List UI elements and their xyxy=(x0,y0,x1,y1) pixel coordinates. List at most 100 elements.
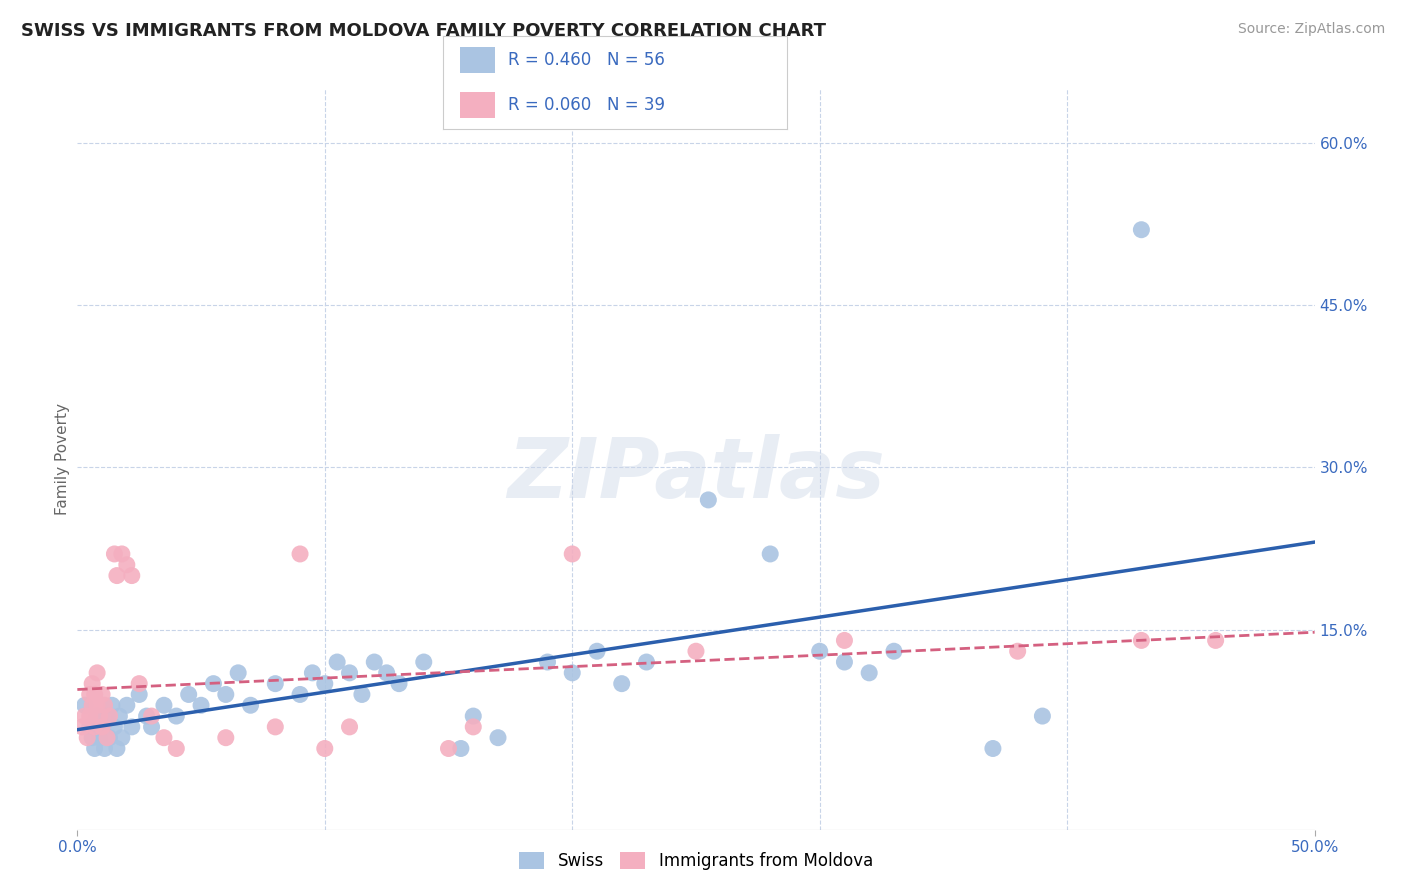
Point xyxy=(79,688,101,702)
Point xyxy=(450,741,472,756)
Point xyxy=(73,709,96,723)
Point xyxy=(93,698,115,713)
Point xyxy=(586,644,609,658)
Point xyxy=(91,720,114,734)
Point xyxy=(1031,709,1053,723)
Point xyxy=(177,688,200,702)
Point xyxy=(339,720,361,734)
Point xyxy=(86,709,108,723)
Point xyxy=(288,688,311,702)
Point xyxy=(808,644,831,658)
Point xyxy=(111,547,134,561)
Bar xyxy=(460,92,495,118)
Point xyxy=(883,644,905,658)
Point xyxy=(79,709,101,723)
Point xyxy=(350,688,373,702)
Point xyxy=(83,741,105,756)
Point xyxy=(83,688,105,702)
Point xyxy=(561,665,583,680)
Text: R = 0.060   N = 39: R = 0.060 N = 39 xyxy=(509,96,665,114)
Point xyxy=(101,698,124,713)
Point xyxy=(72,720,94,734)
Point xyxy=(463,709,485,723)
Point xyxy=(858,665,880,680)
Point xyxy=(76,731,98,745)
Point xyxy=(834,655,856,669)
Point xyxy=(115,558,138,572)
Text: SWISS VS IMMIGRANTS FROM MOLDOVA FAMILY POVERTY CORRELATION CHART: SWISS VS IMMIGRANTS FROM MOLDOVA FAMILY … xyxy=(21,22,827,40)
Point xyxy=(1007,644,1029,658)
Point xyxy=(202,676,225,690)
Point xyxy=(82,698,104,713)
Point xyxy=(105,568,128,582)
Point xyxy=(153,698,176,713)
Point xyxy=(561,547,583,561)
Point xyxy=(215,731,238,745)
Point xyxy=(215,688,238,702)
Point xyxy=(115,698,138,713)
Point xyxy=(239,698,262,713)
Point xyxy=(685,644,707,658)
Point xyxy=(141,709,163,723)
Point xyxy=(73,698,96,713)
Text: Source: ZipAtlas.com: Source: ZipAtlas.com xyxy=(1237,22,1385,37)
Point xyxy=(636,655,658,669)
Point xyxy=(89,731,111,745)
Point xyxy=(165,709,187,723)
Point xyxy=(264,676,287,690)
Point xyxy=(264,720,287,734)
Point xyxy=(388,676,411,690)
Point xyxy=(326,655,349,669)
Text: ZIPatlas: ZIPatlas xyxy=(508,434,884,515)
Point xyxy=(98,731,121,745)
Point xyxy=(103,547,125,561)
Point xyxy=(128,688,150,702)
Point xyxy=(610,676,633,690)
Point xyxy=(98,709,121,723)
Point xyxy=(1205,633,1227,648)
Point xyxy=(93,741,115,756)
Point xyxy=(375,665,398,680)
Point xyxy=(153,731,176,745)
Point xyxy=(486,731,509,745)
Legend: Swiss, Immigrants from Moldova: Swiss, Immigrants from Moldova xyxy=(512,846,880,877)
Point xyxy=(82,676,104,690)
Point xyxy=(301,665,323,680)
Point xyxy=(111,731,134,745)
Text: R = 0.460   N = 56: R = 0.460 N = 56 xyxy=(509,51,665,69)
Point xyxy=(536,655,558,669)
Point xyxy=(314,741,336,756)
Point xyxy=(83,720,105,734)
Point xyxy=(834,633,856,648)
Point xyxy=(105,741,128,756)
Point xyxy=(91,688,114,702)
Point xyxy=(314,676,336,690)
Point xyxy=(759,547,782,561)
Point xyxy=(86,698,108,713)
Point xyxy=(288,547,311,561)
Point xyxy=(135,709,157,723)
Point xyxy=(79,720,101,734)
Point xyxy=(86,665,108,680)
Point xyxy=(1130,633,1153,648)
Point xyxy=(82,731,104,745)
Point xyxy=(339,665,361,680)
Point xyxy=(96,709,118,723)
Point xyxy=(121,720,143,734)
Point xyxy=(89,709,111,723)
Point xyxy=(96,731,118,745)
Point xyxy=(121,568,143,582)
Point xyxy=(463,720,485,734)
Point xyxy=(226,665,249,680)
Point xyxy=(128,676,150,690)
Point xyxy=(190,698,212,713)
Point xyxy=(165,741,187,756)
Point xyxy=(363,655,385,669)
Point xyxy=(1130,223,1153,237)
Point xyxy=(437,741,460,756)
Y-axis label: Family Poverty: Family Poverty xyxy=(55,403,70,516)
Point xyxy=(103,720,125,734)
Point xyxy=(91,720,114,734)
Point xyxy=(108,709,131,723)
Bar xyxy=(460,47,495,73)
